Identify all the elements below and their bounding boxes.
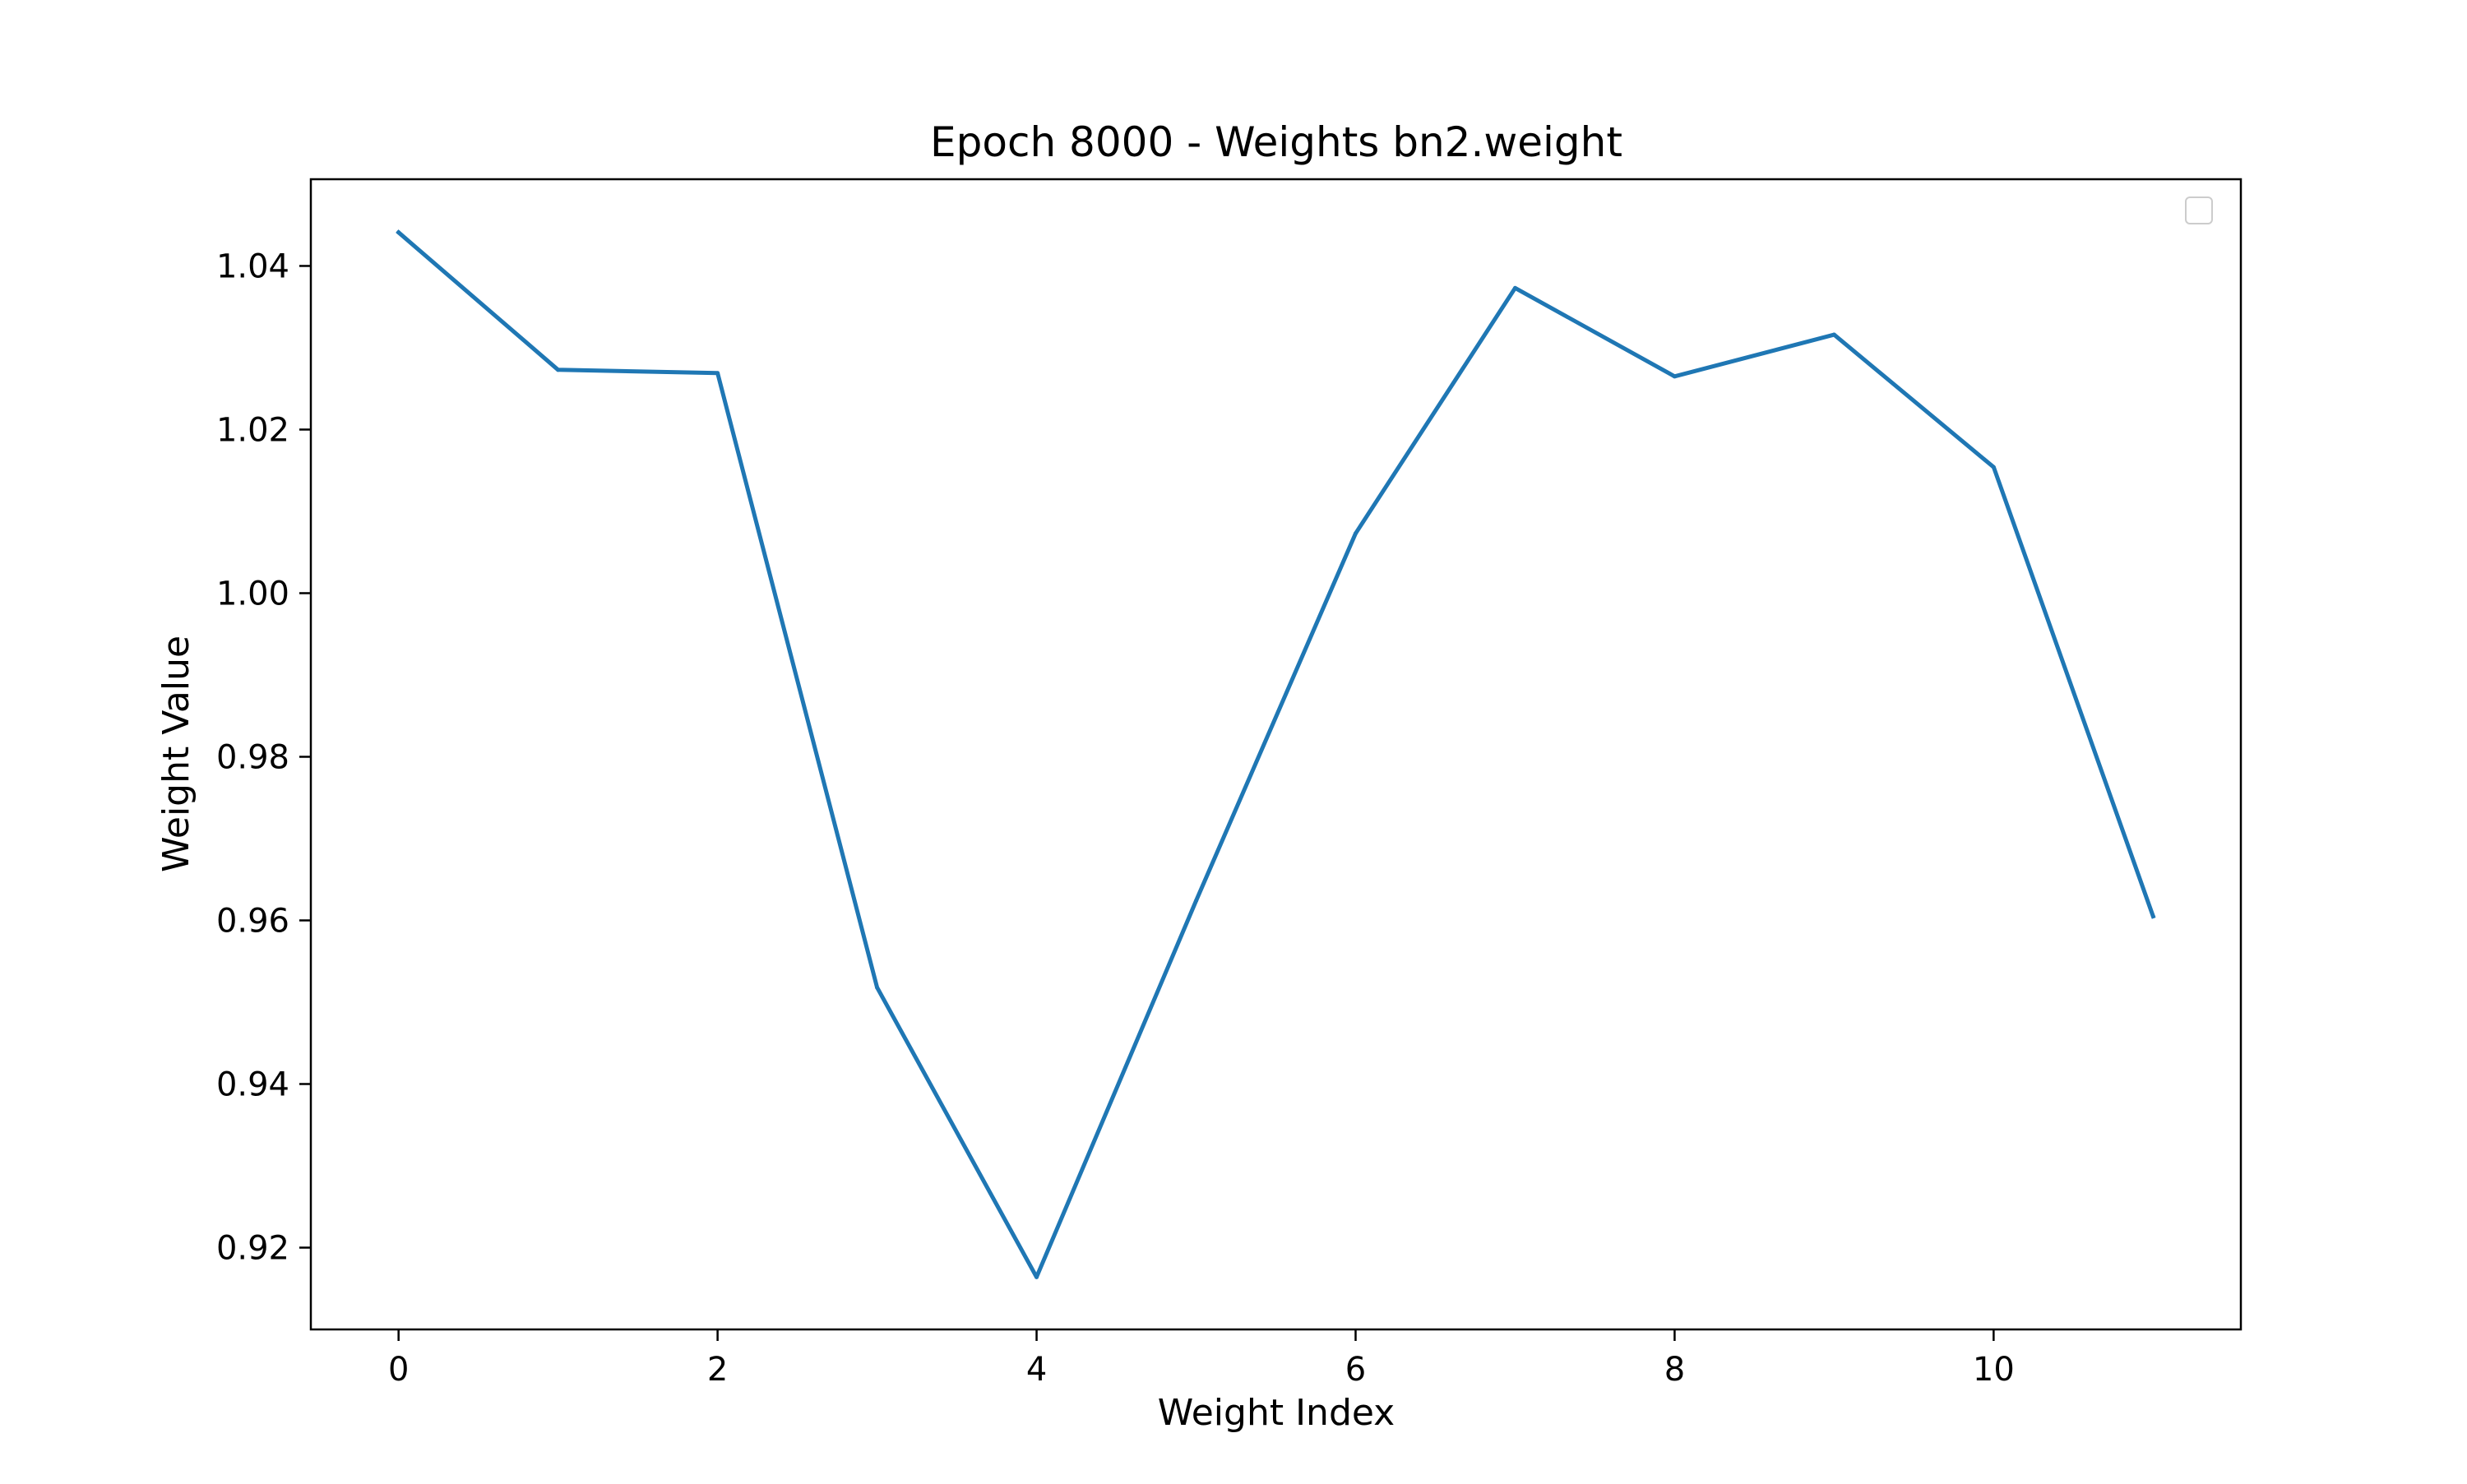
data-point bbox=[396, 230, 401, 235]
x-tick-label: 2 bbox=[707, 1351, 728, 1389]
y-tick-label: 1.02 bbox=[216, 411, 289, 449]
x-tick-label: 8 bbox=[1664, 1351, 1685, 1389]
series-line bbox=[396, 229, 2156, 1279]
y-tick-label: 0.92 bbox=[216, 1229, 289, 1267]
data-point bbox=[1831, 332, 1836, 337]
y-tick-label: 0.96 bbox=[216, 902, 289, 940]
x-tick-label: 6 bbox=[1345, 1351, 1366, 1389]
y-axis-label: Weight Value bbox=[155, 636, 197, 872]
data-point bbox=[1512, 285, 1517, 290]
data-point bbox=[1672, 374, 1677, 379]
plot-area: 0 2 4 6 8 10 0.92 0.94 0.96 0.98 1.00 1.02 1.04 bbox=[216, 178, 2243, 1389]
x-tick-label: 10 bbox=[1973, 1351, 2015, 1389]
x-tick-label: 0 bbox=[388, 1351, 409, 1389]
data-point bbox=[1194, 899, 1199, 904]
x-axis-label: Weight Index bbox=[1158, 1392, 1395, 1434]
data-point bbox=[715, 371, 720, 376]
chart-title: Epoch 8000 - Weights bn2.weight bbox=[930, 118, 1622, 166]
y-tick-label: 0.94 bbox=[216, 1066, 289, 1103]
data-point bbox=[556, 368, 561, 372]
data-point bbox=[1034, 1274, 1039, 1279]
y-tick-label: 1.00 bbox=[216, 575, 289, 613]
legend-box bbox=[2185, 196, 2213, 224]
y-tick-label: 0.98 bbox=[216, 738, 289, 776]
y-tick-label: 1.04 bbox=[216, 247, 289, 285]
data-point bbox=[2150, 914, 2155, 919]
data-point bbox=[1353, 531, 1358, 536]
x-tick-label: 4 bbox=[1026, 1351, 1047, 1389]
data-point bbox=[1991, 465, 1996, 469]
data-point bbox=[875, 985, 880, 990]
axes-frame bbox=[309, 178, 2243, 1331]
